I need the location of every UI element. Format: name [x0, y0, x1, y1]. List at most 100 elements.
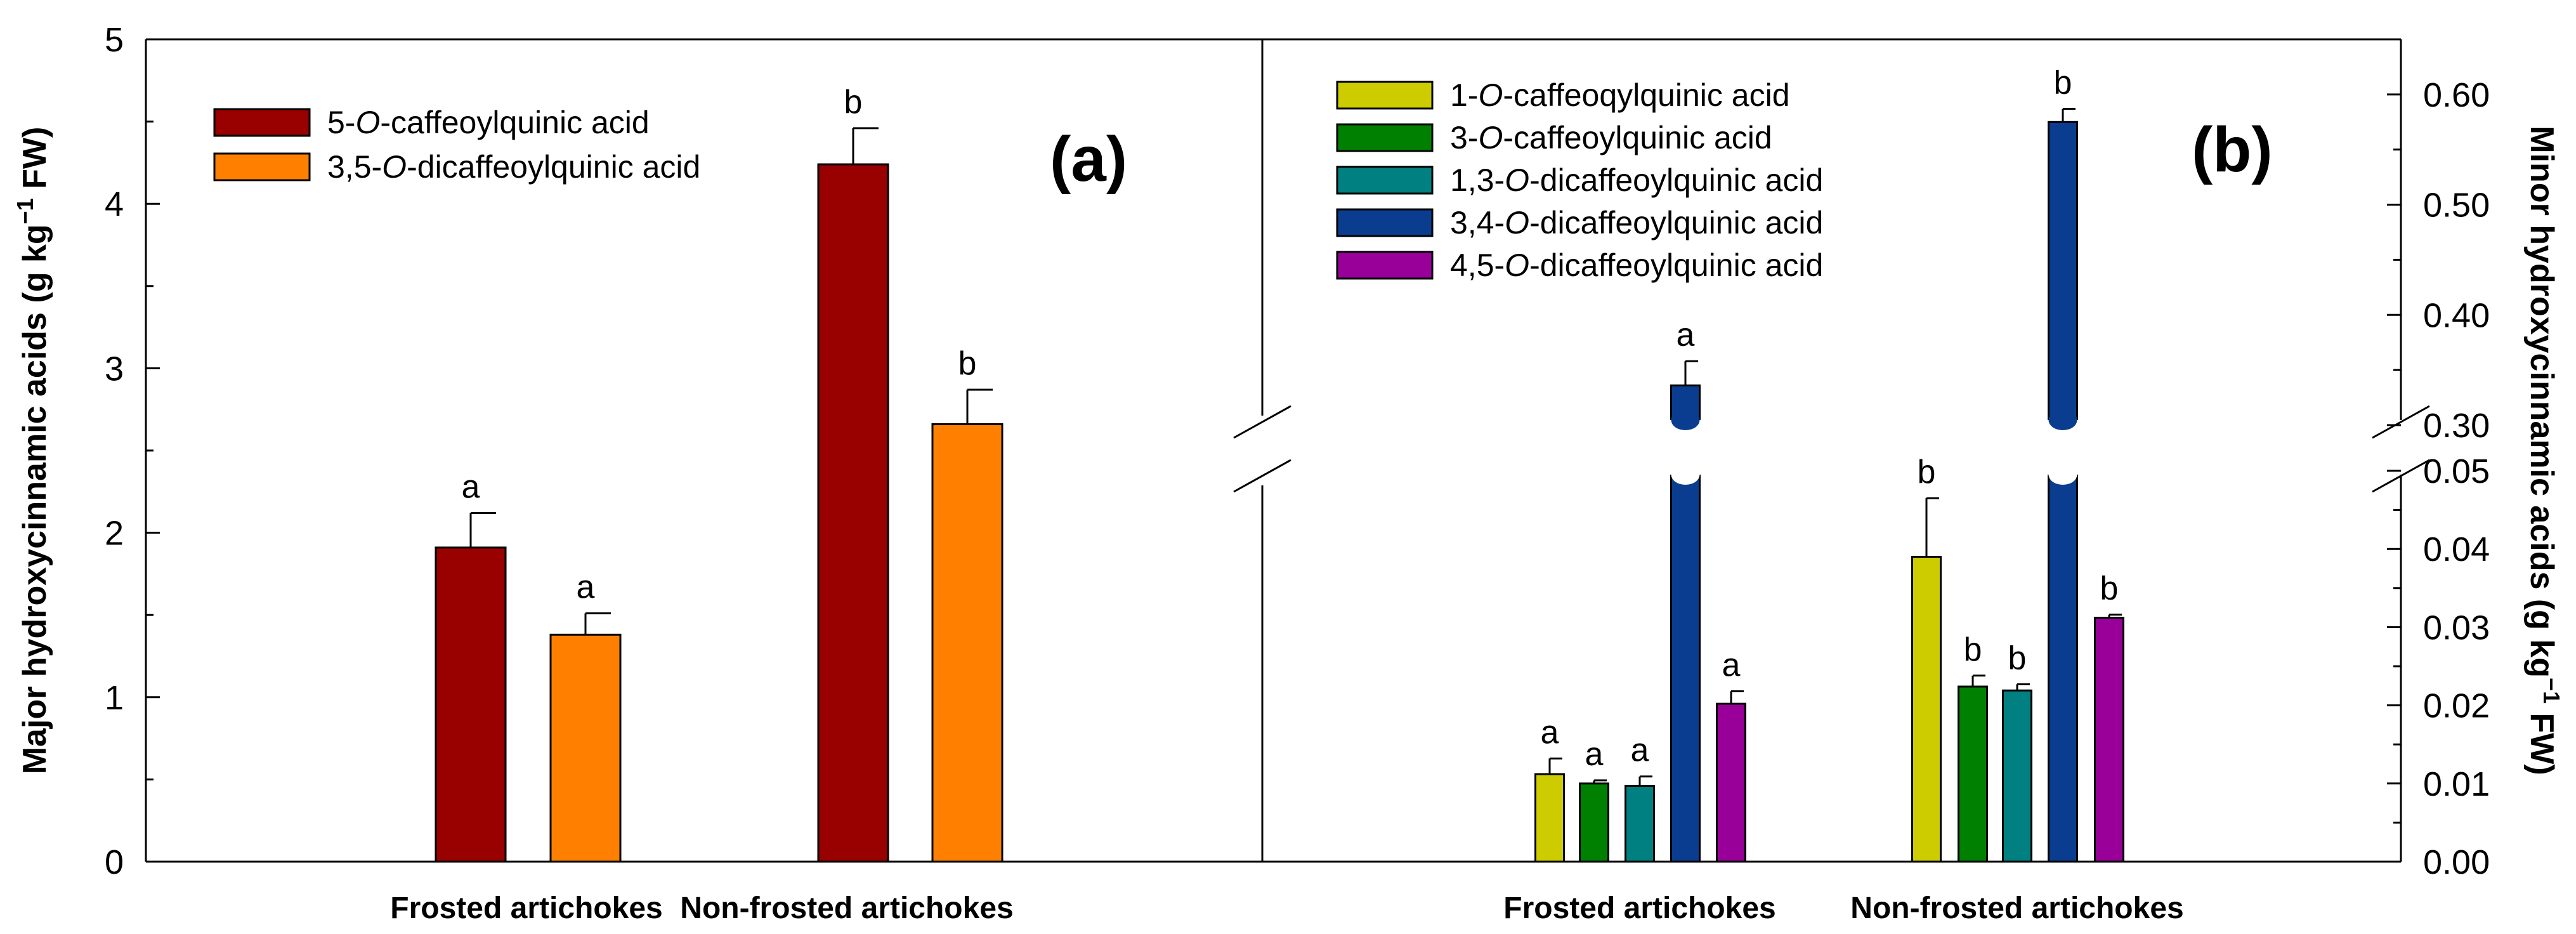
sig-label-right-s2-c1: b [2008, 640, 2027, 676]
left-ytick-label-2: 2 [105, 515, 124, 553]
left-legend-label-0: 5-O-caffeoylquinic acid [327, 105, 650, 140]
sig-label-right-s0-c1: b [1918, 454, 1936, 490]
bar-right-s3-c0-break-top [1671, 410, 1700, 430]
left-y-axis-title-exponent: −1 [12, 198, 38, 224]
bar-right-s3-c1-break-bottom [2048, 464, 2077, 485]
bar-right-s1-c1 [1958, 685, 1988, 863]
right-legend-label-0-pre: 1- [1450, 77, 1478, 113]
sig-label-right-s3-c0: a [1677, 317, 1695, 353]
right-ytick-label-0.02: 0.02 [2423, 687, 2490, 725]
bar-right-s3-c1-break-top [2048, 410, 2077, 430]
right-ytick-label-0.60: 0.60 [2423, 76, 2490, 114]
bar-right-s4-c0 [1716, 702, 1746, 863]
right-legend-label-2-pre: 1,3- [1450, 162, 1505, 198]
bars-layer [435, 107, 2124, 863]
right-category-label-1: Non-frosted artichokes [1850, 891, 2183, 925]
right-ytick-label-0.50: 0.50 [2423, 187, 2490, 225]
sig-label-right-s4-c0: a [1722, 647, 1741, 683]
left-legend-swatch-0 [213, 108, 311, 137]
sig-label-right-s0-c0: a [1541, 714, 1559, 751]
right-ytick-label-0.05: 0.05 [2423, 452, 2490, 490]
bar-right-s1-c0 [1579, 782, 1609, 863]
left-ytick-label-0: 0 [105, 843, 124, 881]
right-ytick-label-0.40: 0.40 [2423, 296, 2490, 334]
left-legend-swatch-1 [213, 152, 311, 181]
panel-label-a: (a) [1050, 124, 1127, 195]
right-legend-label-3-pre: 3,4- [1450, 205, 1505, 240]
left-legend-label-1-post: -dicaffeoylquinic acid [407, 149, 700, 185]
right-y-axis-title: Minor hydroxycinnamic acids (g kg−1 FW) [2523, 126, 2565, 775]
right-legend-label-3-post: -dicaffeoylquinic acid [1529, 205, 1823, 240]
sig-label-left-s0-c1: b [844, 84, 863, 121]
right-legend-swatch-0 [1336, 81, 1434, 110]
sig-label-left-s1-c1: b [958, 345, 977, 382]
bar-left-s0-c1 [817, 163, 889, 863]
right-legend-label-1-italic: O [1478, 120, 1503, 155]
bar-right-s0-c0 [1534, 773, 1565, 863]
break-mark-divider-1 [1233, 405, 1291, 439]
bar-left-s0-c0 [435, 546, 507, 863]
right-legend-swatch-4 [1336, 251, 1434, 280]
right-legend-swatch-2 [1336, 166, 1434, 195]
right-legend-label-2: 1,3-O-dicaffeoylquinic acid [1450, 162, 1823, 198]
right-legend-label-1-post: -caffeoylquinic acid [1503, 120, 1772, 155]
break-mark-right-axis-1 [2372, 405, 2430, 439]
left-ytick-label-1: 1 [105, 679, 124, 717]
bar-right-s0-c1 [1911, 556, 1942, 863]
bar-right-s3-c1 [2048, 121, 2078, 863]
left-legend-label-1-italic: O [382, 149, 407, 185]
right-legend-label-2-italic: O [1505, 162, 1529, 198]
sig-label-left-s0-c0: a [462, 468, 480, 505]
bar-right-s2-c0 [1625, 784, 1655, 863]
left-ytick-label-3: 3 [105, 350, 124, 388]
right-legend-label-4-italic: O [1505, 247, 1529, 283]
break-mark-divider-2 [1233, 459, 1291, 493]
right-y-axis-title-prefix: Minor hydroxycinnamic acids (g kg [2523, 126, 2560, 678]
sig-label-right-s1-c1: b [1964, 631, 1982, 668]
right-legend-label-3-italic: O [1505, 205, 1529, 240]
right-legend-swatch-1 [1336, 123, 1434, 152]
right-legend-label-2-post: -dicaffeoylquinic acid [1529, 162, 1823, 198]
right-ytick-label-0.30: 0.30 [2423, 407, 2490, 445]
right-legend-swatch-3 [1336, 208, 1434, 237]
left-y-axis-title-suffix: FW) [16, 127, 53, 199]
sig-label-right-s4-c1: b [2100, 570, 2119, 607]
bar-right-s3-c0-break-bottom [1671, 464, 1700, 485]
right-ytick-label-0.01: 0.01 [2423, 765, 2490, 803]
left-legend-label-1: 3,5-O-dicaffeoylquinic acid [327, 149, 700, 185]
bar-left-s1-c1 [931, 423, 1004, 863]
left-legend-label-0-italic: O [355, 105, 380, 140]
break-mark-right-axis-2 [2372, 459, 2430, 493]
left-category-label-1: Non-frosted artichokes [680, 891, 1013, 925]
right-category-label-0: Frosted artichokes [1503, 891, 1775, 925]
left-ytick-label-4: 4 [105, 185, 124, 223]
right-ytick-label-0.00: 0.00 [2423, 843, 2490, 881]
right-y-axis-title-suffix: FW) [2523, 704, 2560, 775]
left-legend-label-1-pre: 3,5- [327, 149, 382, 185]
left-y-axis-title: Major hydroxycinnamic acids (g kg−1 FW) [12, 127, 53, 775]
panel-label-b: (b) [2192, 114, 2273, 185]
right-y-axis-title-exponent: −1 [2539, 678, 2565, 704]
sig-label-right-s2-c0: a [1631, 732, 1649, 769]
bar-left-s1-c0 [549, 633, 622, 863]
labels-layer: a b a b a b a b a b a b a b 0 1 2 3 4 5 0.00 0.01 0.02 0.03 0.04… [12, 21, 2565, 925]
right-legend-label-3: 3,4-O-dicaffeoylquinic acid [1450, 205, 1823, 240]
sig-label-left-s1-c0: a [577, 569, 595, 606]
right-legend-label-0: 1-O-caffeoqylquinic acid [1450, 77, 1790, 113]
right-legend-label-4-pre: 4,5- [1450, 247, 1505, 283]
left-ytick-label-5: 5 [105, 21, 124, 59]
right-legend-label-0-post: -caffeoqylquinic acid [1503, 77, 1789, 113]
right-legend-label-4-post: -dicaffeoylquinic acid [1529, 247, 1823, 283]
right-legend-label-1-pre: 3- [1450, 120, 1478, 155]
right-legend-label-0-italic: O [1478, 77, 1503, 113]
divider-break-gap [1253, 416, 1272, 485]
left-y-axis-title-prefix: Major hydroxycinnamic acids (g kg [16, 224, 53, 774]
right-ytick-label-0.03: 0.03 [2423, 608, 2490, 647]
right-ytick-label-0.04: 0.04 [2423, 530, 2490, 569]
left-legend-label-0-post: -caffeoylquinic acid [380, 105, 649, 140]
sig-label-right-s1-c0: a [1585, 736, 1604, 773]
left-legend-label-0-pre: 5- [327, 105, 355, 140]
legend-layer: 5-O-caffeoylquinic acid3,5-O-dicaffeoylq… [213, 77, 1823, 283]
right-legend-label-4: 4,5-O-dicaffeoylquinic acid [1450, 247, 1823, 283]
